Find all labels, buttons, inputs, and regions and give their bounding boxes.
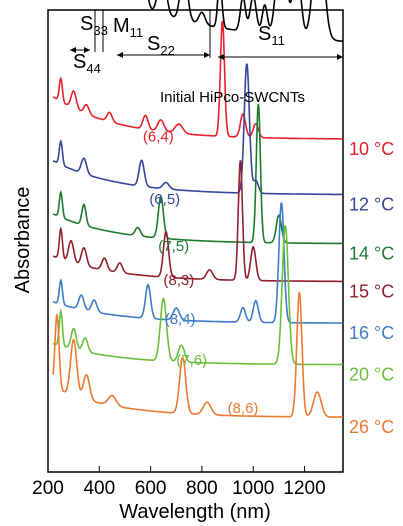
x-axis-title: Wavelength (nm) xyxy=(119,501,271,523)
chirality-label: (6,5) xyxy=(149,191,180,208)
series-line-0 xyxy=(147,0,343,42)
chirality-label: (8,6) xyxy=(228,400,259,417)
s44-right-arrowhead xyxy=(84,47,90,53)
series-line-5 xyxy=(52,202,343,324)
series-group xyxy=(52,0,343,418)
s11-annotation: S11 xyxy=(258,23,285,48)
series-line-7 xyxy=(52,291,343,418)
x-tick-label: 400 xyxy=(83,478,115,499)
temperature-label: 26 °C xyxy=(349,417,394,437)
series-line-4 xyxy=(52,160,343,283)
x-tick-label: 1200 xyxy=(283,478,325,499)
initial-sample-label: Initial HiPco-SWCNTs xyxy=(160,89,305,106)
s22-annotation: S22 xyxy=(147,33,175,58)
chirality-label: (7,6) xyxy=(176,352,207,369)
chirality-label: (7,5) xyxy=(158,238,189,255)
x-tick-label: 800 xyxy=(186,478,218,499)
s11-left-arrowhead xyxy=(218,54,224,60)
temperature-label: 14 °C xyxy=(349,243,394,263)
region-annotations xyxy=(70,10,343,58)
series-line-2 xyxy=(52,63,343,196)
temperature-label: 16 °C xyxy=(349,323,394,343)
s22-left-arrowhead xyxy=(117,52,123,58)
temperature-label: 20 °C xyxy=(349,365,394,385)
temperature-label: 12 °C xyxy=(349,194,394,214)
region-arrowheads xyxy=(70,47,343,60)
m11-annotation: M11 xyxy=(113,15,143,40)
y-axis-title: Absorbance xyxy=(12,187,34,294)
temperature-label: 15 °C xyxy=(349,281,394,301)
label-group: 10 °C (6,4) 12 °C (6,5) 14 °C (7,5) 15 °C (8,3)… xyxy=(143,129,394,437)
s33-annotation: S33 xyxy=(80,13,108,38)
s22-right-arrowhead xyxy=(204,52,210,58)
x-tick-label: 1000 xyxy=(232,478,274,499)
s44-left-arrowhead xyxy=(70,47,76,53)
tick-group: 200 400 600 800 1000 1200 xyxy=(32,466,326,499)
x-tick-label: 600 xyxy=(135,478,167,499)
series-line-3 xyxy=(52,103,343,245)
series-line-6 xyxy=(52,225,343,366)
chirality-label: (6,4) xyxy=(143,129,174,146)
plot-frame xyxy=(47,9,344,473)
temperature-label: 10 °C xyxy=(349,139,394,159)
x-tick-label: 200 xyxy=(32,478,64,499)
series-line-1 xyxy=(52,20,343,140)
chirality-label: (8,4) xyxy=(165,311,196,328)
chirality-label: (8,3) xyxy=(163,272,194,289)
s44-annotation: S44 xyxy=(73,51,101,76)
s11-right-arrowhead xyxy=(337,54,343,60)
